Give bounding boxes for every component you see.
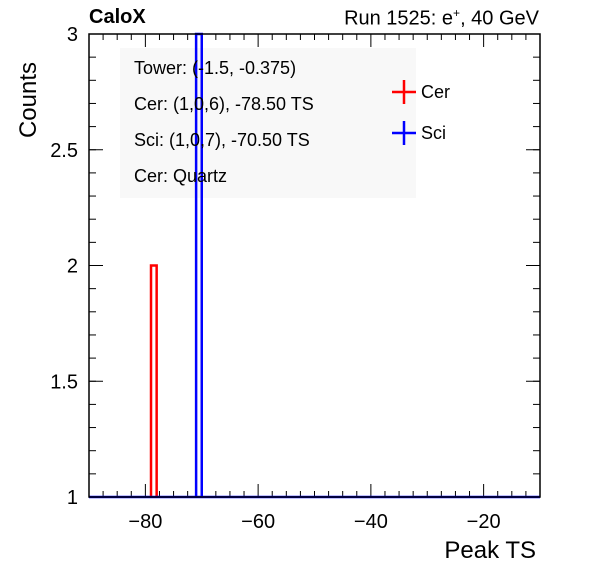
run-prefix: Run 1525: e xyxy=(344,7,454,30)
y-axis-label: Counts xyxy=(15,61,42,139)
x-tick-label: −60 xyxy=(241,511,275,533)
info-cer-channel: Cer: (1,0,6), -78.50 TS xyxy=(134,94,314,114)
info-tower: Tower: (-1.5, -0.375) xyxy=(134,58,297,78)
legend-label-cer: Cer xyxy=(421,82,451,102)
experiment-label: CaloX xyxy=(89,6,146,28)
y-tick-label: 1 xyxy=(67,487,78,509)
histogram-bin-cer xyxy=(149,264,158,497)
info-box-background xyxy=(120,48,416,198)
x-tick-label: −80 xyxy=(128,511,162,533)
y-tick-label: 3 xyxy=(67,24,78,46)
run-charge: + xyxy=(453,6,461,20)
x-axis-label: Peak TS xyxy=(444,537,536,564)
run-suffix: , 40 GeV xyxy=(460,7,539,30)
legend-label-sci: Sci xyxy=(421,123,447,143)
y-tick-label: 2.5 xyxy=(50,140,78,162)
x-tick-label: −20 xyxy=(467,511,501,533)
y-tick-label: 1.5 xyxy=(50,371,78,393)
info-cer-material: Cer: Quartz xyxy=(134,166,228,186)
y-tick-label: 2 xyxy=(67,256,78,278)
x-tick-label: −40 xyxy=(354,511,388,533)
info-sci-channel: Sci: (1,0,7), -70.50 TS xyxy=(134,130,310,150)
plot-frame xyxy=(88,33,541,498)
run-label: Run 1525: e+, 40 GeV xyxy=(344,6,539,31)
